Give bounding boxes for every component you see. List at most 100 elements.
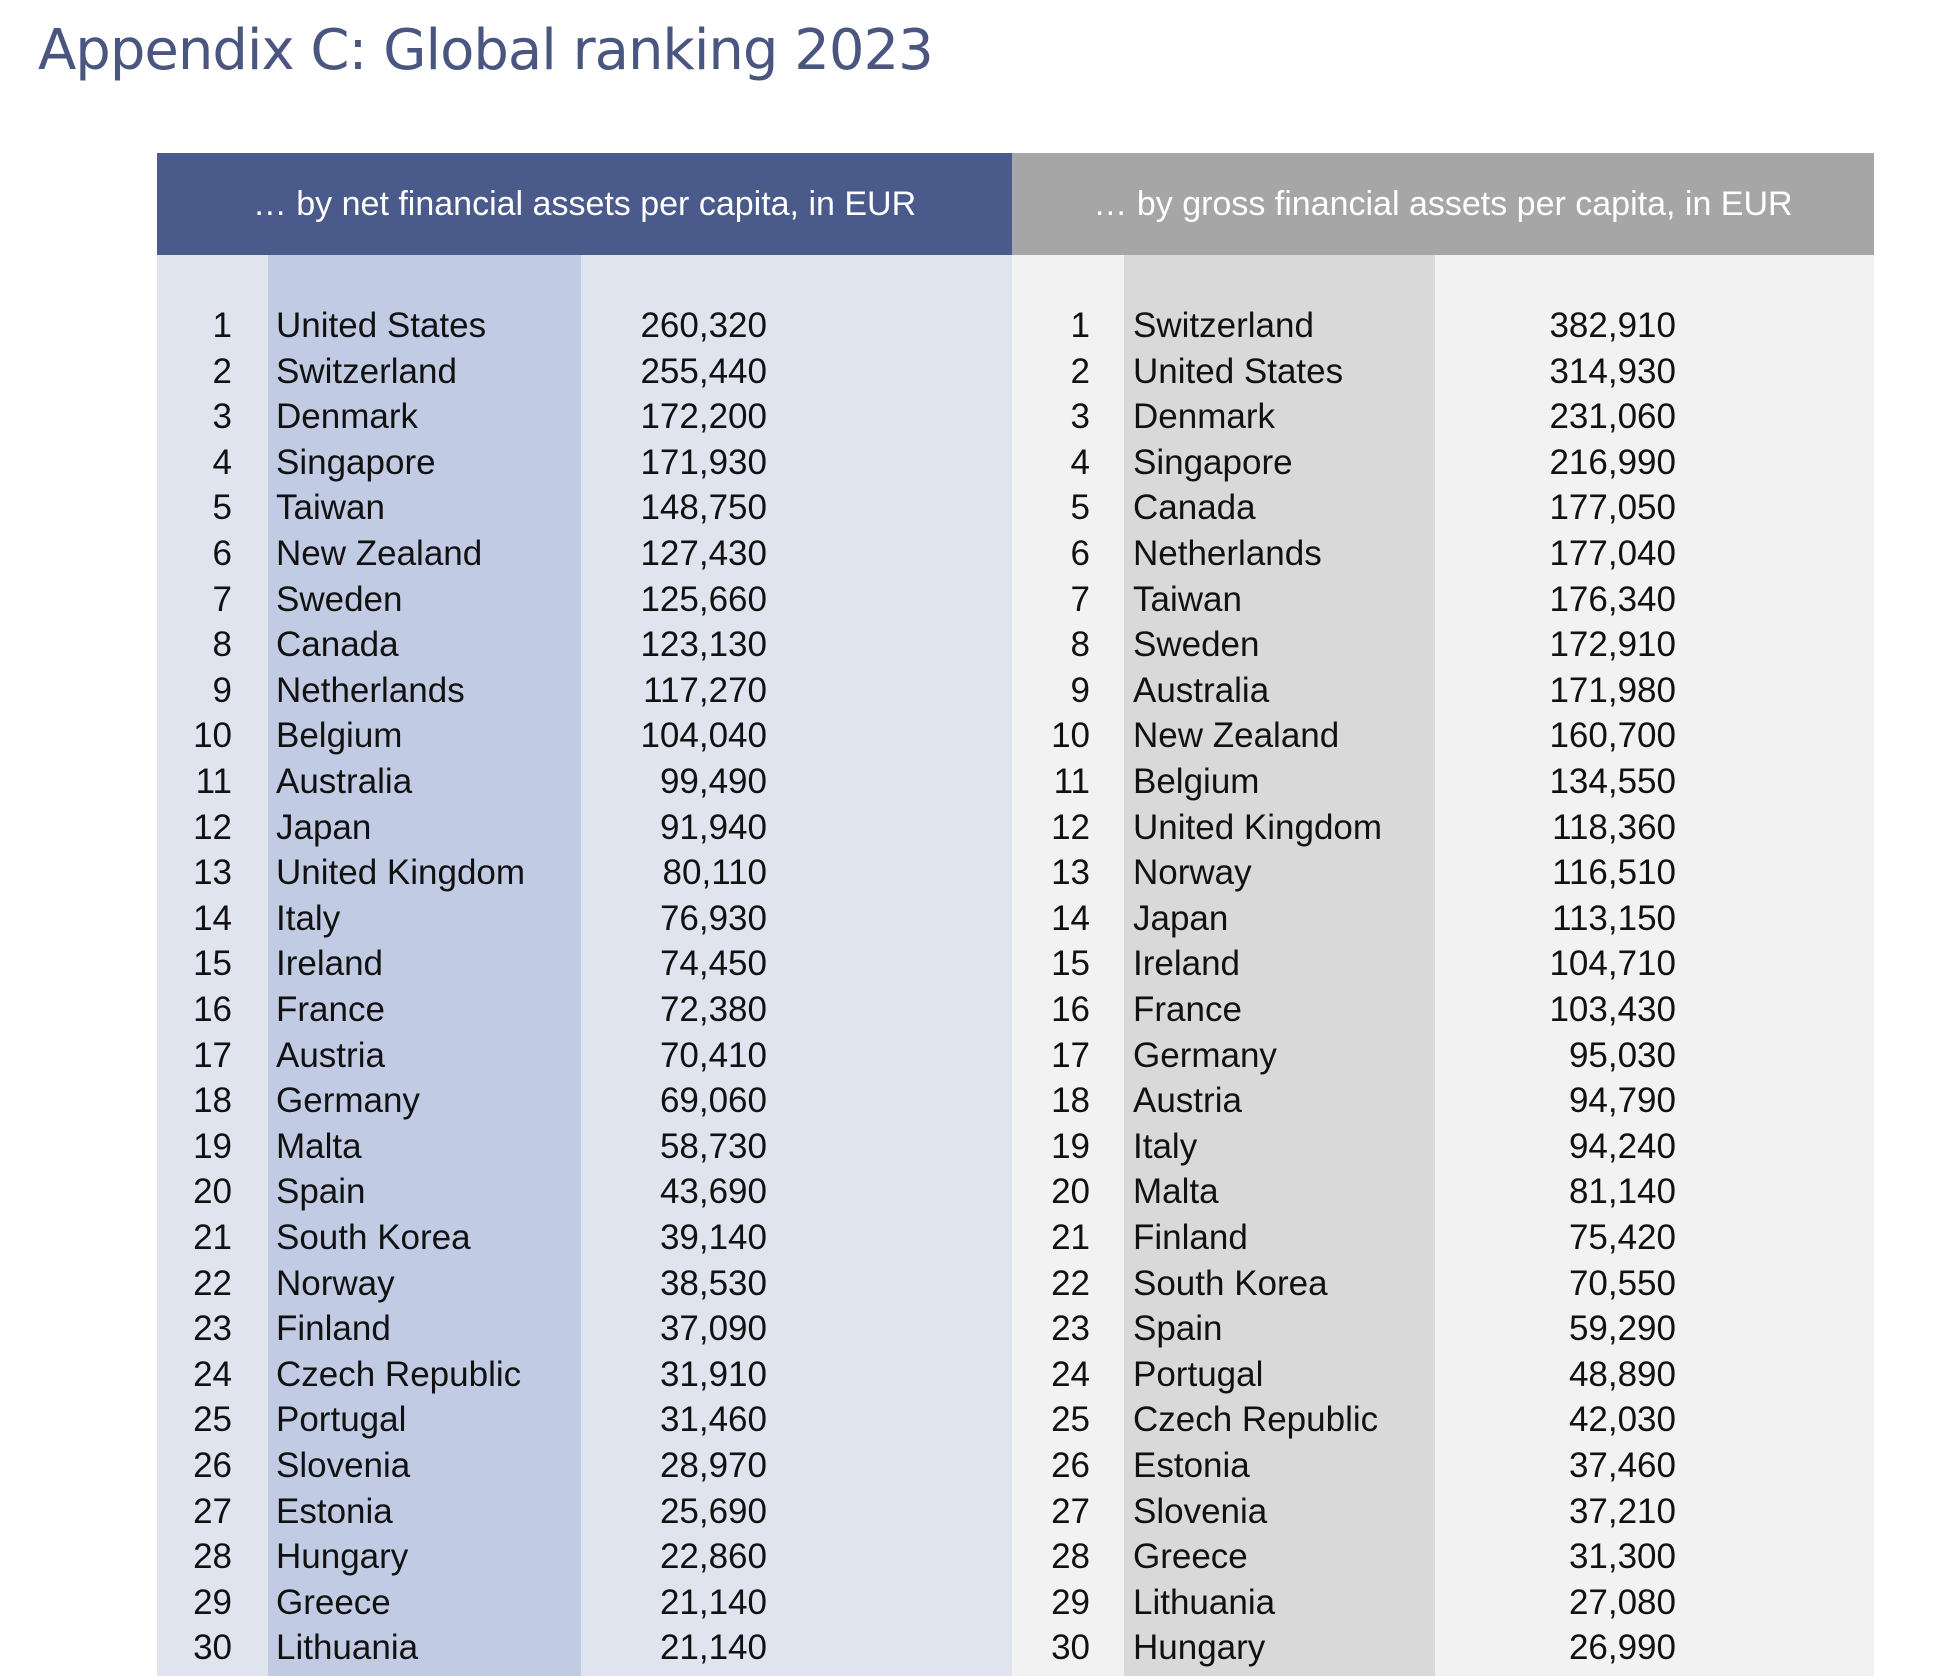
value: 80,110 — [662, 853, 767, 893]
rank: 3 — [212, 397, 232, 437]
value: 74,450 — [659, 944, 767, 984]
country: Italy — [276, 898, 341, 938]
country: Australia — [1133, 670, 1270, 710]
value: 31,460 — [659, 1400, 767, 1440]
rank: 12 — [1051, 807, 1090, 847]
rank: 18 — [193, 1081, 232, 1121]
country: Lithuania — [276, 1628, 419, 1668]
value: 75,420 — [1568, 1218, 1676, 1257]
rank: 30 — [1051, 1628, 1090, 1668]
rank: 4 — [1070, 442, 1090, 482]
value: 231,060 — [1549, 397, 1676, 437]
value: 58,730 — [659, 1126, 767, 1166]
rank: 7 — [212, 579, 232, 619]
rank: 29 — [193, 1582, 232, 1622]
value: 104,710 — [1549, 944, 1676, 984]
value: 99,490 — [659, 762, 767, 801]
country: Singapore — [1133, 442, 1293, 482]
country: Taiwan — [276, 488, 385, 528]
rank: 25 — [193, 1400, 232, 1440]
rank: 18 — [1051, 1081, 1090, 1121]
value: 69,060 — [659, 1081, 767, 1121]
value: 171,930 — [640, 442, 767, 482]
rank: 22 — [1051, 1263, 1090, 1303]
country: Slovenia — [276, 1446, 411, 1485]
value: 314,930 — [1549, 351, 1676, 391]
country: Netherlands — [276, 670, 465, 710]
value: 177,040 — [1549, 534, 1676, 573]
rank: 9 — [1070, 670, 1090, 710]
country: Portugal — [1133, 1354, 1264, 1394]
country: Spain — [276, 1172, 366, 1212]
value: 76,930 — [659, 898, 767, 938]
rank: 6 — [212, 534, 232, 573]
rank: 24 — [193, 1354, 232, 1394]
country: Japan — [1133, 898, 1229, 938]
rank: 9 — [212, 670, 232, 710]
country: France — [1133, 990, 1242, 1029]
rank: 20 — [1051, 1172, 1090, 1212]
rank: 21 — [193, 1218, 232, 1257]
value: 95,030 — [1568, 1035, 1676, 1075]
rank: 5 — [1070, 488, 1090, 528]
value: 134,550 — [1549, 762, 1676, 801]
rank: 27 — [1051, 1491, 1090, 1531]
country: United States — [1133, 351, 1344, 391]
table-header: … by gross financial assets per capita, … — [1012, 153, 1874, 255]
value: 116,510 — [1552, 853, 1676, 893]
country: Canada — [276, 625, 399, 665]
value: 177,050 — [1549, 488, 1676, 528]
country: Norway — [1133, 853, 1252, 893]
rank: 26 — [193, 1446, 232, 1485]
country: Germany — [276, 1081, 420, 1121]
country: Belgium — [276, 716, 403, 756]
rank: 24 — [1051, 1354, 1090, 1394]
value: 21,140 — [659, 1628, 767, 1668]
rank: 20 — [193, 1172, 232, 1212]
rank: 22 — [193, 1263, 232, 1303]
value: 22,860 — [659, 1537, 767, 1577]
value: 160,700 — [1549, 716, 1676, 756]
country: Hungary — [1133, 1628, 1266, 1668]
value: 148,750 — [640, 488, 767, 528]
value: 25,690 — [659, 1491, 767, 1531]
country: Hungary — [276, 1537, 409, 1577]
rank: 30 — [193, 1628, 232, 1668]
rank: 1 — [1070, 306, 1090, 345]
rank: 13 — [193, 853, 232, 893]
value: 171,980 — [1549, 670, 1676, 710]
country: Japan — [276, 807, 372, 847]
rank: 8 — [212, 625, 232, 665]
country: Finland — [1133, 1218, 1248, 1257]
value: 172,910 — [1549, 625, 1676, 665]
rank: 15 — [1051, 944, 1090, 984]
value: 255,440 — [640, 351, 767, 391]
column-band — [1124, 255, 1435, 1676]
value: 38,530 — [659, 1263, 767, 1303]
rank: 2 — [212, 351, 232, 391]
country: Canada — [1133, 488, 1256, 528]
country: Denmark — [1133, 397, 1275, 437]
rank: 14 — [1051, 898, 1090, 938]
country: Estonia — [1133, 1446, 1250, 1485]
rank: 3 — [1070, 397, 1090, 437]
rank: 15 — [193, 944, 232, 984]
value: 81,140 — [1568, 1172, 1676, 1212]
country: Portugal — [276, 1400, 407, 1440]
rank: 6 — [1070, 534, 1090, 573]
value: 37,460 — [1568, 1446, 1676, 1485]
country: New Zealand — [276, 534, 483, 573]
value: 104,040 — [640, 716, 767, 756]
rank: 28 — [193, 1537, 232, 1577]
country: Germany — [1133, 1035, 1277, 1075]
value: 59,290 — [1568, 1309, 1676, 1349]
rank: 5 — [212, 488, 232, 528]
page-title: Appendix C: Global ranking 2023 — [38, 18, 934, 83]
column-band — [268, 255, 581, 1676]
rank: 7 — [1070, 579, 1090, 619]
country: Malta — [276, 1126, 362, 1166]
country: Czech Republic — [276, 1354, 522, 1394]
country: Denmark — [276, 397, 418, 437]
rank: 19 — [1051, 1126, 1090, 1166]
